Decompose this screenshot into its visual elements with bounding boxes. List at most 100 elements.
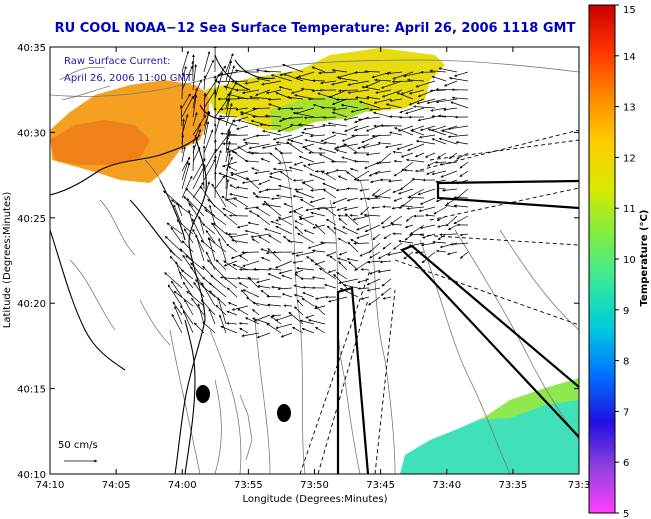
current-vector bbox=[258, 179, 271, 185]
current-vector bbox=[186, 198, 205, 217]
current-vector bbox=[398, 188, 414, 195]
current-vector bbox=[176, 219, 194, 235]
current-vector bbox=[192, 64, 197, 91]
current-vector bbox=[388, 179, 403, 183]
colorbar-tick-label: 9 bbox=[623, 306, 629, 317]
current-vector bbox=[172, 301, 183, 316]
current-vector bbox=[326, 225, 337, 235]
current-vector bbox=[356, 233, 370, 239]
current-vector bbox=[301, 181, 315, 190]
current-vector bbox=[347, 80, 370, 86]
current-vector bbox=[375, 188, 392, 198]
current-vector bbox=[166, 222, 183, 235]
current-vector bbox=[364, 224, 381, 233]
current-vector bbox=[341, 134, 359, 142]
current-vector bbox=[374, 170, 392, 175]
current-vector bbox=[377, 269, 392, 274]
current-vector bbox=[301, 143, 315, 149]
current-vector bbox=[432, 240, 447, 244]
current-vector bbox=[245, 317, 260, 325]
current-vector bbox=[232, 116, 249, 123]
current-vector bbox=[256, 77, 271, 82]
sst-patch-warm-inner bbox=[50, 120, 150, 165]
current-vector bbox=[287, 239, 304, 244]
current-vector bbox=[171, 280, 183, 298]
current-vector bbox=[459, 170, 469, 177]
current-vector bbox=[459, 233, 469, 237]
current-vector bbox=[445, 215, 458, 227]
current-vector bbox=[310, 259, 326, 271]
current-vector bbox=[239, 255, 249, 262]
current-vector bbox=[307, 319, 326, 325]
colorbar-tick-label: 13 bbox=[623, 103, 636, 114]
current-vector bbox=[258, 236, 271, 244]
current-vector bbox=[393, 242, 403, 250]
current-vector bbox=[219, 276, 238, 280]
current-vector bbox=[277, 216, 293, 226]
current-vector bbox=[211, 222, 227, 244]
current-vector bbox=[434, 160, 447, 164]
current-vector bbox=[203, 181, 210, 199]
current-vector bbox=[277, 287, 293, 291]
current-vector bbox=[324, 207, 337, 217]
current-vector bbox=[198, 216, 205, 235]
current-vector bbox=[363, 213, 381, 217]
current-vector bbox=[437, 233, 447, 241]
current-vector bbox=[252, 301, 271, 307]
current-vector bbox=[454, 188, 469, 201]
current-vector bbox=[291, 251, 304, 255]
map-title: RU COOL NOAA−12 Sea Surface Temperature:… bbox=[55, 21, 576, 36]
current-vector bbox=[240, 289, 249, 298]
current-vector bbox=[244, 229, 260, 235]
current-vector bbox=[286, 95, 304, 100]
current-vector bbox=[332, 197, 348, 204]
current-vector bbox=[314, 305, 326, 316]
current-vector bbox=[373, 195, 392, 199]
current-vector bbox=[254, 89, 271, 96]
current-vector bbox=[405, 215, 414, 222]
current-vector bbox=[295, 190, 315, 199]
current-vector bbox=[348, 261, 359, 271]
current-vector bbox=[333, 227, 348, 235]
current-vector bbox=[283, 73, 304, 82]
current-vector bbox=[225, 140, 231, 163]
current-vector bbox=[275, 314, 293, 322]
colorbar-tick-label: 6 bbox=[623, 458, 629, 469]
current-vector bbox=[294, 269, 304, 274]
current-vector bbox=[286, 134, 304, 141]
current-vector bbox=[369, 251, 381, 259]
current-vector bbox=[270, 74, 293, 82]
current-vector bbox=[419, 125, 436, 131]
current-vector bbox=[331, 98, 348, 105]
current-vector bbox=[255, 206, 271, 217]
current-vector bbox=[267, 98, 282, 101]
current-vector bbox=[215, 259, 227, 271]
current-vector bbox=[372, 188, 381, 197]
current-vector bbox=[222, 161, 238, 168]
current-vector bbox=[217, 118, 238, 127]
current-vector bbox=[271, 314, 282, 318]
current-vector bbox=[179, 104, 183, 127]
current-vector bbox=[393, 159, 403, 163]
current-vector bbox=[459, 161, 469, 169]
current-vector bbox=[312, 79, 326, 82]
current-vector bbox=[236, 96, 260, 100]
current-vector bbox=[164, 272, 183, 289]
current-vector bbox=[393, 170, 403, 177]
current-vector bbox=[408, 89, 425, 95]
current-vector bbox=[366, 287, 381, 292]
current-vector bbox=[415, 80, 436, 88]
current-vector bbox=[380, 80, 403, 89]
current-vector bbox=[438, 67, 458, 73]
current-vector bbox=[288, 206, 304, 214]
current-vector bbox=[342, 283, 359, 289]
current-vector bbox=[229, 184, 238, 190]
current-vector bbox=[197, 303, 205, 325]
current-vector bbox=[188, 202, 205, 226]
current-vector bbox=[256, 278, 271, 284]
current-vector bbox=[294, 188, 304, 191]
current-vector bbox=[400, 204, 414, 208]
current-vector bbox=[448, 152, 458, 159]
sst-patch-green bbox=[270, 96, 375, 132]
current-vector bbox=[247, 276, 260, 289]
